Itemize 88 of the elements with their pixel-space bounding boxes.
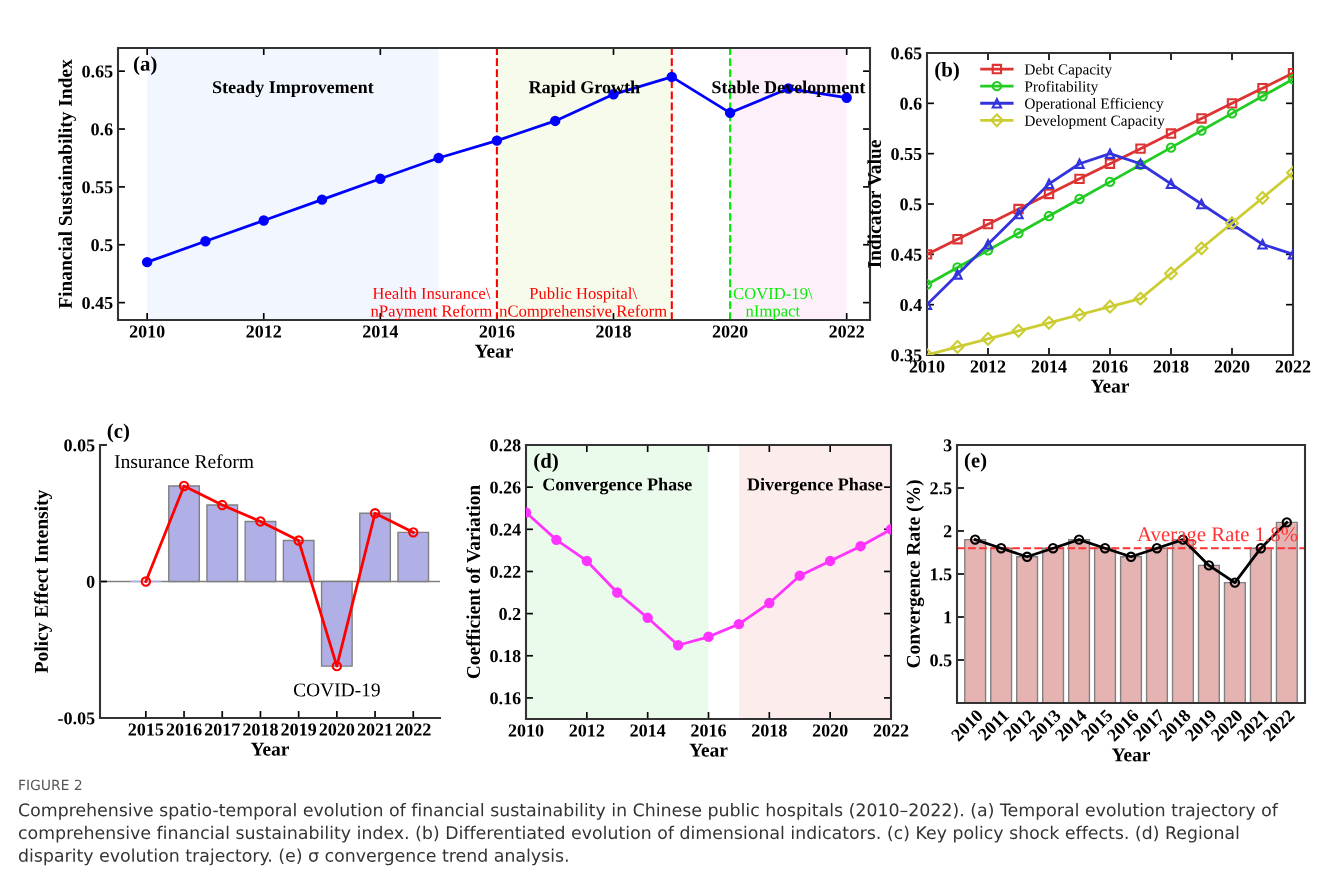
x-tick-label: 2014 [1031, 360, 1067, 373]
y-tick-label: 0.6 [91, 123, 113, 136]
text: Comprehensive spatio-temporal evolution of financial sustainability in Chinese public hospitals (2010–2022). (a) Temporal evolution trajectory of comprehensive financial sustainability index. (b) Differentiated evolution of dimensional indicators. (c) Key policy shock effects. (d) Regional disparity evolution trajectory. (e) σ convergence trend analysis. [18, 803, 1279, 866]
y-axis-title: Financial Sustainability Index [58, 59, 76, 309]
y-tick-label: 0.26 [490, 481, 521, 494]
x-tick-label: 2020 [812, 724, 848, 737]
x-tick-label: 2020 [319, 723, 355, 736]
annotation: (a) [133, 56, 157, 76]
y-tick-label: 0.22 [490, 565, 521, 578]
y-tick-label: 2 [943, 525, 952, 538]
y-tick-label: 0.5 [91, 239, 113, 252]
y-tick-label: 1 [944, 611, 952, 624]
x-tick-label: 2017 [204, 723, 240, 736]
y-tick-label: 0.55 [891, 147, 922, 161]
x-tick-label: 2022 [395, 723, 431, 736]
x-axis-title: Year [1090, 379, 1130, 393]
x-tick-label: 2012 [246, 325, 282, 338]
band-label: Rapid Growth [528, 80, 640, 97]
x-tick-label: 2020 [712, 325, 748, 338]
annotation: (b) [935, 62, 959, 81]
x-tick-label: 2021 [357, 723, 393, 736]
x-axis-title: Year [1111, 748, 1151, 762]
y-tick-label: 0 [86, 575, 95, 588]
x-tick-label: 2012 [569, 724, 605, 737]
y-tick-label: 0.05 [64, 439, 95, 452]
x-tick-label: 2022 [873, 724, 909, 737]
annotation: (e) [964, 452, 987, 472]
y-tick-label: 0.5 [930, 654, 952, 667]
x-tick-label: 2018 [752, 724, 787, 737]
x-tick-label: 2018 [1153, 360, 1189, 373]
y-axis-title: Convergence Rate (%) [906, 480, 925, 668]
x-tick-label: 2012 [970, 360, 1006, 373]
x-tick-label: 2016 [1092, 360, 1128, 373]
band-label: Steady Improvement [213, 80, 374, 98]
y-tick-label: 1.5 [931, 568, 952, 581]
caption: FIGURE 2 [19, 779, 82, 791]
x-tick-label: 2018 [243, 723, 278, 736]
band-label: Convergence Phase [543, 477, 692, 495]
x-tick-label: 2020 [1214, 360, 1250, 373]
x-axis-title: Year [689, 743, 728, 757]
x-tick-label: 2022 [1275, 360, 1311, 373]
ref-line-label: Health Insurance\ nPayment Reform [370, 287, 492, 321]
ref-line-label: COVID-19\ nImpact [733, 287, 813, 320]
text: (c) [107, 423, 130, 443]
x-tick-label: 2010 [909, 360, 945, 373]
x-tick-label: 2016 [479, 325, 515, 338]
y-tick-label: 0.35 [891, 349, 922, 362]
y-tick-label: 0.4 [900, 298, 922, 312]
x-tick-label: 2015 [128, 723, 164, 736]
annotation: (d) [534, 453, 558, 473]
y-axis-title: Policy Effect Intensity [34, 489, 52, 673]
x-axis-title: Year [250, 742, 290, 756]
band-label: Divergence Phase [747, 477, 883, 495]
y-tick-label: 2.5 [930, 482, 952, 495]
y-tick-label: 0.45 [82, 296, 113, 310]
y-tick-label: 0.55 [82, 181, 113, 194]
legend-label: Debt Capacity [1024, 63, 1113, 78]
y-tick-label: 0.28 [490, 439, 521, 452]
x-tick-label: 2022 [829, 325, 864, 338]
y-tick-label: 0.65 [891, 47, 922, 60]
y-tick-label: 0.2 [499, 607, 521, 621]
x-tick-label: 2019 [281, 723, 317, 736]
y-axis-title: Indicator Value [867, 140, 882, 268]
legend-label: Development Capacity [1024, 115, 1165, 129]
ref-line-label: Average Rate 1.8% [1137, 527, 1298, 546]
y-tick-label: 0.45 [891, 248, 922, 261]
x-tick-label: 2010 [508, 724, 544, 737]
y-tick-label: 0.24 [490, 523, 521, 536]
x-tick-label: 2018 [596, 325, 631, 338]
legend-label: Operational Efficiency [1025, 97, 1164, 112]
x-tick-label: 2010 [129, 325, 165, 338]
y-tick-label: -0.05 [58, 712, 95, 725]
y-axis-title: Coefficient of Variation [466, 485, 481, 679]
legend-label: Profitability [1024, 80, 1099, 95]
y-tick-label: 0.6 [900, 97, 922, 110]
x-tick-label: 2014 [363, 325, 399, 338]
y-tick-label: 3 [943, 439, 952, 452]
annotation: COVID-19 [293, 683, 380, 697]
annotation: Insurance Reform [114, 454, 254, 469]
y-tick-label: 0.16 [490, 692, 521, 705]
x-tick-label: 2016 [691, 724, 727, 737]
ref-line-label: Public Hospital\ nComprehensive Reform [499, 287, 667, 321]
y-tick-label: 0.18 [490, 650, 521, 663]
y-tick-label: 0.65 [82, 65, 113, 78]
x-tick-label: 2016 [166, 723, 202, 736]
x-tick-label: 2014 [630, 724, 666, 737]
y-tick-label: 0.5 [900, 198, 922, 211]
x-axis-title: Year [474, 344, 514, 358]
